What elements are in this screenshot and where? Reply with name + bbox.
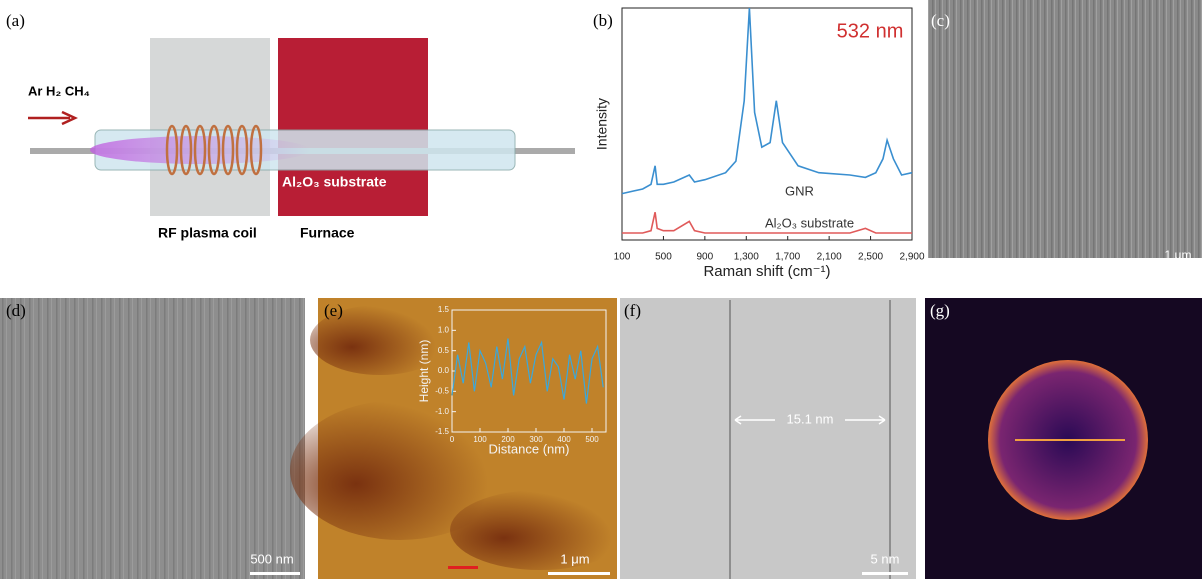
furnace-label: Furnace [300, 225, 355, 241]
plot-frame [621, 7, 913, 241]
legend-label: Al₂O₃ substrate [765, 215, 854, 230]
furnace-block [278, 38, 428, 216]
legend-label: GNR [785, 183, 814, 198]
width-arrow [734, 415, 886, 425]
y-tick-label: -0.5 [435, 386, 449, 395]
sem-image [928, 0, 1202, 258]
x-tick-label: 500 [655, 252, 672, 263]
x-axis-label: Distance (nm) [489, 441, 570, 456]
x-tick-label: 200 [501, 435, 515, 444]
afm-image [290, 298, 630, 579]
y-tick-label: 0.0 [438, 366, 450, 375]
x-tick-label: 500 [585, 435, 599, 444]
y-axis-label: Height (nm) [417, 340, 431, 403]
x-tick-label: 1,700 [775, 252, 800, 263]
panel-label: (g) [930, 301, 950, 320]
scale-label: 5 nm [871, 551, 900, 566]
y-tick-label: 1.5 [438, 305, 450, 314]
x-tick-label: 1,300 [734, 252, 759, 263]
profile-line [448, 566, 478, 569]
series-line [622, 212, 912, 234]
panel-label: (c) [931, 11, 950, 30]
plasma [90, 136, 310, 164]
coil-label: RF plasma coil [158, 225, 257, 241]
panel-label: (d) [6, 301, 26, 320]
panel-label: (a) [6, 11, 25, 30]
width-label: 15.1 nm [787, 411, 834, 426]
coil-block [150, 38, 270, 216]
sem-image [0, 298, 305, 579]
x-tick-label: 0 [450, 435, 455, 444]
coil [165, 124, 263, 176]
series-line [451, 338, 604, 404]
flow-arrow [28, 110, 78, 126]
y-tick-label: -1.0 [435, 407, 449, 416]
y-tick-label: -1.5 [435, 427, 449, 436]
x-tick-label: 2,100 [817, 252, 842, 263]
scale-label: 500 nm [250, 551, 293, 566]
x-tick-label: 400 [557, 435, 571, 444]
scale-label: 1 μm [1165, 248, 1192, 262]
scale-label: 1 μm [560, 551, 589, 566]
y-tick-label: 0.5 [438, 346, 450, 355]
panel-label: (b) [593, 11, 613, 30]
laser-annotation: 532 nm [837, 20, 904, 42]
ribbon-edges [729, 300, 891, 579]
substrate-label: Al₂O₃ substrate [282, 174, 387, 190]
setup-diagram: Ar H₂ CH₄ Al₂O₃ substrate RF plasma coil… [28, 38, 575, 241]
y-axis-label: Intensity [594, 98, 610, 150]
x-tick-label: 100 [614, 252, 631, 263]
y-tick-label: 1.0 [438, 325, 450, 334]
panel-label: (e) [324, 301, 343, 320]
x-tick-label: 100 [473, 435, 487, 444]
x-tick-label: 300 [529, 435, 543, 444]
x-tick-label: 2,900 [899, 252, 924, 263]
x-tick-label: 900 [697, 252, 714, 263]
tem-image [620, 298, 916, 579]
series-line [621, 7, 913, 195]
panel-label: (f) [624, 301, 641, 320]
scale-bars [250, 268, 1196, 575]
x-tick-label: 2,500 [858, 252, 883, 263]
x-axis-label: Raman shift (cm⁻¹) [703, 263, 830, 280]
gas-label: Ar H₂ CH₄ [28, 83, 90, 98]
